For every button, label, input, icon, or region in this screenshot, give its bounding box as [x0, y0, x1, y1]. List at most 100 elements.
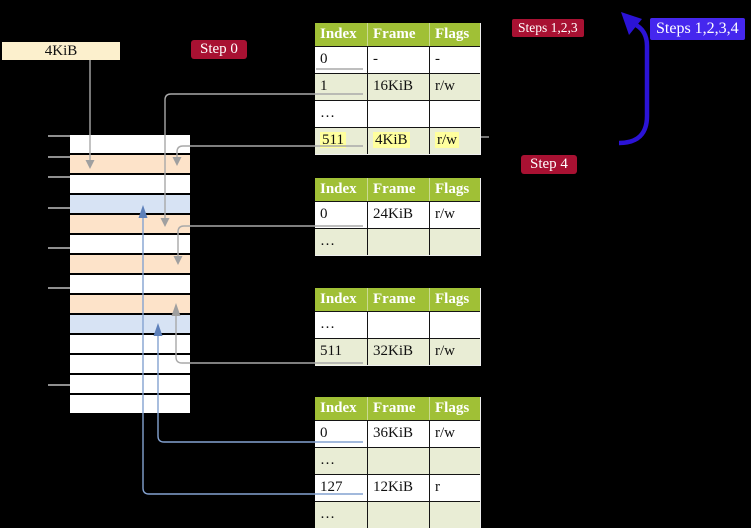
physical-memory-column: [70, 135, 190, 415]
table-header-row: Index Frame Flags: [315, 397, 480, 420]
column-header-flags: Flags: [429, 397, 480, 420]
column-header-index: Index: [320, 181, 357, 197]
address-tick: [48, 207, 70, 209]
highlight: 511: [320, 132, 346, 148]
cell-index: 511: [320, 343, 342, 359]
cell-flags: [429, 502, 480, 528]
cell-flags: r/w: [429, 74, 480, 100]
cell-index: 0: [320, 425, 328, 441]
cell-frame: [367, 101, 429, 127]
address-tick: [48, 156, 70, 158]
cell-frame: -: [367, 47, 429, 73]
table-row: 511 32KiB r/w: [315, 338, 480, 365]
column-header-flags: Flags: [429, 23, 480, 46]
cell-flags: r/w: [429, 421, 480, 447]
memory-cell-white: [70, 235, 190, 255]
cell-index: …: [320, 105, 335, 121]
cell-index: …: [320, 452, 335, 468]
column-header-frame: Frame: [367, 288, 429, 311]
memory-cell-white: [70, 335, 190, 355]
memory-cell-peach: [70, 155, 190, 175]
loop-back-arrowhead-icon: [621, 12, 642, 35]
address-tick: [48, 176, 70, 178]
column-header-frame: Frame: [367, 397, 429, 420]
cell-frame: 36KiB: [367, 421, 429, 447]
cell-frame: [367, 229, 429, 255]
address-tick: [48, 287, 70, 289]
cell-flags: [429, 312, 480, 338]
cell-index: 1: [320, 78, 328, 94]
cell-index: 0: [320, 206, 328, 222]
cell-frame: 24KiB: [367, 202, 429, 228]
cell-index: 127: [320, 479, 343, 495]
page-table-4: Index Frame Flags 0 36KiB r/w … 127 12Ki…: [315, 397, 481, 528]
cell-index: …: [320, 506, 335, 522]
table-row: 0 24KiB r/w: [315, 201, 480, 228]
table-row: …: [315, 100, 480, 127]
column-header-flags: Flags: [429, 178, 480, 201]
memory-cell-blue: [70, 315, 190, 335]
frame-size-label: 4KiB: [2, 42, 120, 60]
memory-cell-white: [70, 175, 190, 195]
table-row: 0 - -: [315, 46, 480, 73]
table-row-highlighted: 511 4KiB r/w: [315, 127, 480, 154]
cell-index: …: [320, 233, 335, 249]
cell-frame: [367, 502, 429, 528]
table-row: 0 36KiB r/w: [315, 420, 480, 447]
column-header-flags: Flags: [429, 288, 480, 311]
memory-cell-peach: [70, 255, 190, 275]
cell-flags: -: [429, 47, 480, 73]
column-header-index: Index: [320, 400, 357, 416]
page-table-2: Index Frame Flags 0 24KiB r/w …: [315, 178, 481, 256]
memory-cell-white: [70, 135, 190, 155]
table-row: …: [315, 447, 480, 474]
memory-cell-peach: [70, 215, 190, 235]
cell-frame: 32KiB: [367, 339, 429, 365]
cell-index: 511: [315, 128, 367, 154]
cell-index: 0: [320, 51, 328, 67]
memory-cell-blue: [70, 195, 190, 215]
highlight: 4KiB: [373, 132, 410, 148]
loop-back-arrow: [618, 21, 650, 146]
column-header-frame: Frame: [367, 178, 429, 201]
cell-frame: [367, 448, 429, 474]
cell-flags: r/w: [429, 202, 480, 228]
cell-flags: [429, 229, 480, 255]
table-row: …: [315, 501, 480, 528]
table-header-row: Index Frame Flags: [315, 178, 480, 201]
memory-cell-peach: [70, 295, 190, 315]
memory-cell-white: [70, 275, 190, 295]
table-row: …: [315, 311, 480, 338]
page-table-1: Index Frame Flags 0 - - 1 16KiB r/w … 51…: [315, 23, 481, 155]
table-header-row: Index Frame Flags: [315, 23, 480, 46]
cell-index: …: [320, 316, 335, 332]
cell-frame: 12KiB: [367, 475, 429, 501]
step0-badge: Step 0: [191, 40, 247, 59]
cell-frame: 4KiB: [367, 128, 429, 154]
highlight: r/w: [435, 132, 459, 148]
cell-flags: r: [429, 475, 480, 501]
column-header-index: Index: [320, 291, 357, 307]
table-header-row: Index Frame Flags: [315, 288, 480, 311]
table-row: 1 16KiB r/w: [315, 73, 480, 100]
table-row: …: [315, 228, 480, 255]
steps1234-badge: Steps 1,2,3,4: [650, 18, 745, 40]
memory-cell-white: [70, 355, 190, 375]
cell-flags: r/w: [429, 339, 480, 365]
address-tick: [48, 247, 70, 249]
steps123-badge: Steps 1,2,3: [512, 19, 584, 37]
cell-frame: [367, 312, 429, 338]
cell-flags: [429, 448, 480, 474]
step4-badge: Step 4: [521, 155, 577, 174]
cell-flags: [429, 101, 480, 127]
cell-frame: 16KiB: [367, 74, 429, 100]
column-header-frame: Frame: [367, 23, 429, 46]
column-header-index: Index: [320, 26, 357, 42]
address-tick: [48, 135, 70, 137]
memory-cell-white: [70, 375, 190, 395]
table-row: 127 12KiB r: [315, 474, 480, 501]
memory-cell-white: [70, 395, 190, 415]
address-tick: [48, 384, 70, 386]
cell-flags: r/w: [429, 128, 480, 154]
